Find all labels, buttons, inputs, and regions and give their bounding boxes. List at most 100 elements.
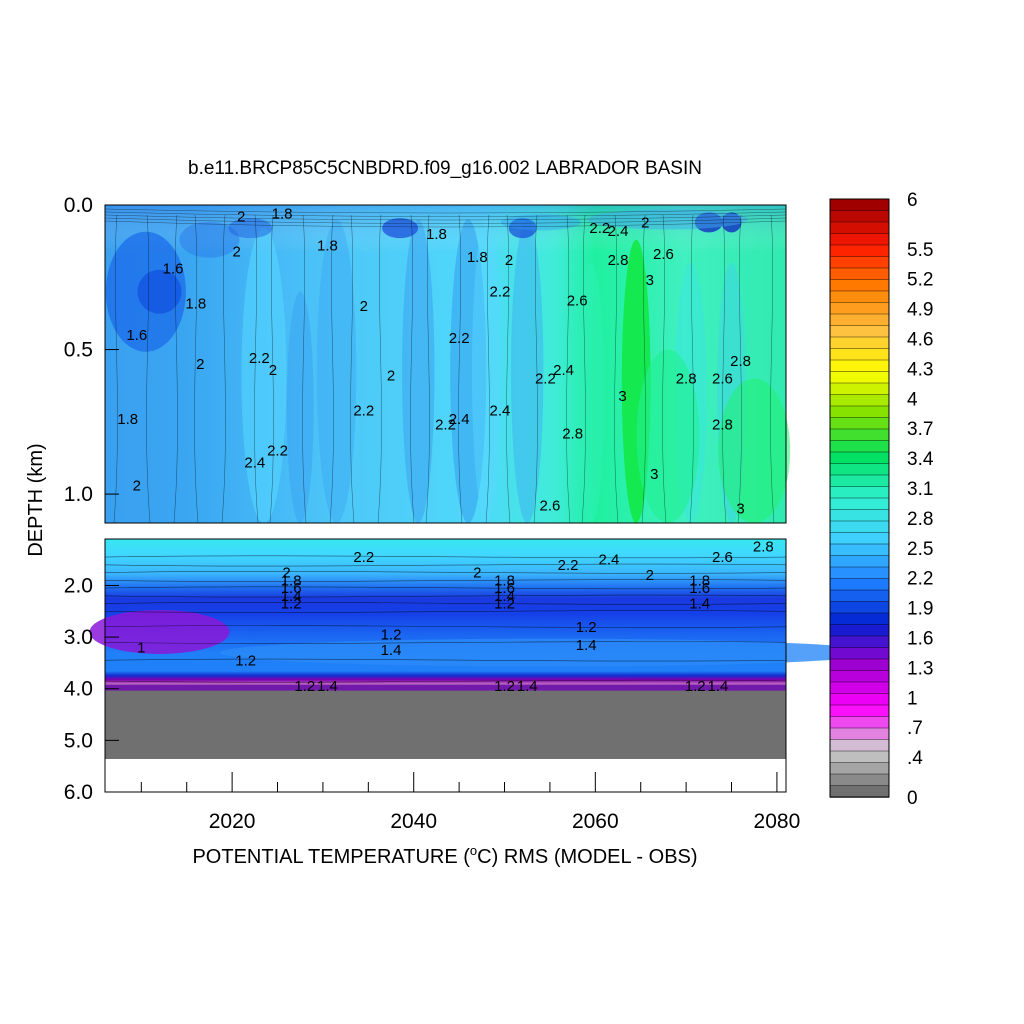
colorbar-swatch-46 <box>829 727 890 741</box>
lower-panel-contour-labels: 2.2 2.2 2.4 2.62.821.81.61.41.22 1.81.61.41.… <box>137 539 774 695</box>
upper-contour-label-41: 3 <box>650 466 658 483</box>
upper-contour-label-23: 2 <box>133 477 141 494</box>
x-axis: 2020 2040 2060 2080 <box>140 772 801 833</box>
colorbar-swatch-16 <box>829 382 890 396</box>
x-axis-label: POTENTIAL TEMPERATURE (oC) RMS (MODEL - … <box>192 843 697 868</box>
colorbar-swatch-3 <box>829 233 890 246</box>
lower-contour-label-30: 1.4 <box>707 678 728 695</box>
colorbar-swatch-17 <box>829 394 890 407</box>
lower-contour-label-10: 2 <box>473 565 481 582</box>
upper-streak-4 <box>450 219 487 524</box>
lower-contour-label-29: 1.2 <box>685 678 706 695</box>
lower-contour-line-0 <box>104 555 787 559</box>
x-axis-label-prefix: POTENTIAL TEMPERATURE ( <box>192 846 470 868</box>
upper-contour-line-25 <box>770 214 775 524</box>
lower-contour-line-1 <box>104 563 787 567</box>
lower-y-tick-label-2: 4.0 <box>64 678 93 701</box>
upper-blob-2 <box>179 221 240 258</box>
colorbar-label-19: 0 <box>907 788 918 809</box>
colorbar-swatch-30 <box>829 543 890 557</box>
colorbar-swatch-40 <box>829 658 890 672</box>
upper-contour-label-8: 2.2 <box>449 330 470 347</box>
x-tick-label-2: 2060 <box>572 810 619 833</box>
lower-contour-label-15: 2 <box>646 567 654 584</box>
upper-contour-line-7 <box>302 214 307 524</box>
lower-contour-line-9 <box>104 641 787 644</box>
upper-contour-label-39: 2.8 <box>730 353 751 370</box>
colorbar-swatch-6 <box>829 267 890 281</box>
colorbar-swatch-33 <box>829 578 890 591</box>
upper-contour-label-37: 2.8 <box>676 370 697 387</box>
upper-contour-line-17 <box>566 214 571 524</box>
x-tick-label-3: 2080 <box>754 810 801 833</box>
colorbar-swatch-22 <box>829 451 890 465</box>
colorbar-swatch-27 <box>829 509 890 522</box>
upper-contour-line-16 <box>533 214 538 524</box>
lower-contour-label-22: 1.4 <box>576 637 597 654</box>
upper-blob-3 <box>228 218 273 239</box>
colorbar-swatch-1 <box>829 210 890 223</box>
lower-contour-label-17: 1.6 <box>689 580 710 597</box>
colorbar-swatch-32 <box>829 566 890 580</box>
upper-contour-label-42: 3 <box>736 501 744 518</box>
upper-surface-contour-2 <box>104 214 787 221</box>
lower-contour-label-2: 2.4 <box>599 552 620 569</box>
x-tick-label-1: 2040 <box>390 810 437 833</box>
upper-y-tick-label-2: 1.0 <box>64 483 93 506</box>
colorbar-swatch-18 <box>829 405 890 419</box>
upper-contour-line-11 <box>410 214 415 524</box>
upper-contour-line-23 <box>722 214 727 524</box>
upper-streak-12 <box>718 378 791 523</box>
upper-contour-label-13: 2.2 <box>353 402 374 419</box>
colorbar-label-13: 1.9 <box>907 599 933 620</box>
colorbar-swatch-28 <box>829 520 890 534</box>
upper-contour-label-17: 2.4 <box>490 402 511 419</box>
upper-streak-0 <box>241 228 287 523</box>
upper-y-axis: 0.0 0.5 1.0 <box>64 194 119 506</box>
colorbar-label-12: 2.2 <box>907 569 933 590</box>
upper-surface-contour-3 <box>104 217 787 224</box>
colorbar-swatch-10 <box>829 313 890 327</box>
colorbar-label-3: 4.9 <box>907 300 933 321</box>
upper-contour-line-2 <box>173 214 178 524</box>
lower-contour-label-12: 1.6 <box>494 580 515 597</box>
upper-panel-features <box>105 209 791 524</box>
colorbar-swatch-15 <box>829 371 890 384</box>
colorbar-swatch-49 <box>829 762 890 775</box>
upper-contour-label-21: 2.2 <box>267 443 288 460</box>
lower-contour-label-6: 1.8 <box>281 572 302 589</box>
upper-contour-label-27: 2 <box>505 252 513 269</box>
colorbar-swatch-0 <box>829 198 890 212</box>
upper-streak-3 <box>402 219 435 524</box>
upper-contour-label-0: 2 <box>237 209 245 226</box>
colorbar-label-9: 3.1 <box>907 479 933 500</box>
upper-contour-label-22: 2.4 <box>244 454 265 471</box>
lower-contour-line-4 <box>104 586 787 590</box>
colorbar-swatch-13 <box>829 348 890 361</box>
upper-contour-line-0 <box>113 214 118 524</box>
upper-contour-label-12: 2 <box>387 368 395 385</box>
upper-y-tick-label-1: 0.5 <box>64 339 93 362</box>
lower-contour-label-4: 2.8 <box>753 539 774 556</box>
upper-contour-line-1 <box>146 214 151 524</box>
upper-contour-label-5: 1.8 <box>185 295 206 312</box>
upper-contour-line-12 <box>425 214 430 524</box>
lower-blue-band <box>219 638 880 667</box>
upper-contour-line-4 <box>221 214 226 524</box>
colorbar-swatch-2 <box>829 221 890 235</box>
lower-purple-strip <box>105 684 786 691</box>
upper-contour-label-6: 2 <box>360 298 368 315</box>
colorbar-swatch-43 <box>829 693 890 706</box>
chart-title: b.e11.BRCP85C5CNBDRD.f09_g16.002 LABRADO… <box>188 158 702 179</box>
colorbar-swatch-38 <box>829 635 890 649</box>
lower-contour-line-6 <box>104 601 787 605</box>
colorbar-label-8: 3.4 <box>907 449 934 470</box>
upper-contour-line-21 <box>662 214 667 524</box>
lower-contour-label-26: 1.4 <box>317 678 338 695</box>
upper-surface-contour-0 <box>104 208 787 214</box>
upper-contour-label-1: 1.8 <box>272 206 293 223</box>
lower-contour-label-3: 2.6 <box>712 549 733 566</box>
upper-contour-line-24 <box>737 214 742 524</box>
upper-blob-9 <box>500 214 581 231</box>
colorbar-swatch-11 <box>829 325 890 338</box>
